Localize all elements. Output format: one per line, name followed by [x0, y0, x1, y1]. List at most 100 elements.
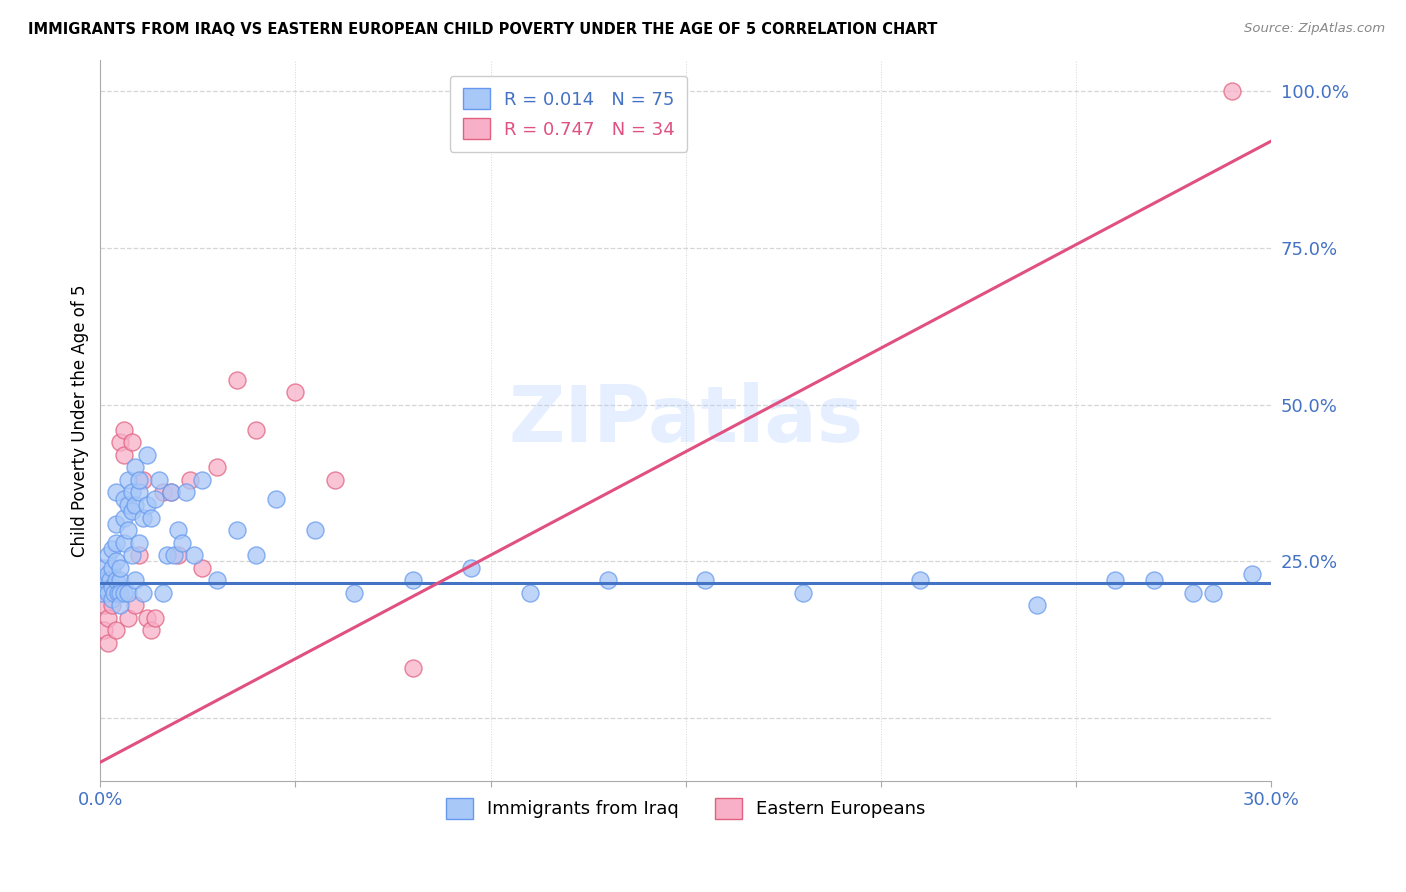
Y-axis label: Child Poverty Under the Age of 5: Child Poverty Under the Age of 5	[72, 284, 89, 557]
Point	[104, 586, 127, 600]
Point	[401, 661, 423, 675]
Point	[104, 624, 127, 638]
Point	[128, 535, 150, 549]
Point	[191, 473, 214, 487]
Point	[112, 586, 135, 600]
Point	[323, 473, 346, 487]
Point	[97, 566, 120, 581]
Point	[343, 586, 366, 600]
Point	[112, 535, 135, 549]
Point	[101, 586, 124, 600]
Point	[117, 523, 139, 537]
Point	[1026, 599, 1049, 613]
Point	[112, 510, 135, 524]
Point	[112, 491, 135, 506]
Point	[101, 560, 124, 574]
Text: ZIPatlas: ZIPatlas	[508, 383, 863, 458]
Point	[108, 586, 131, 600]
Point	[124, 574, 146, 588]
Point	[101, 541, 124, 556]
Point	[179, 473, 201, 487]
Point	[96, 574, 118, 588]
Point	[112, 423, 135, 437]
Point	[226, 372, 249, 386]
Point	[163, 548, 186, 562]
Point	[460, 560, 482, 574]
Point	[108, 574, 131, 588]
Point	[148, 473, 170, 487]
Point	[1201, 586, 1223, 600]
Point	[136, 498, 159, 512]
Point	[93, 599, 115, 613]
Point	[117, 473, 139, 487]
Point	[91, 586, 114, 600]
Point	[167, 523, 190, 537]
Point	[117, 611, 139, 625]
Point	[264, 491, 287, 506]
Point	[596, 574, 619, 588]
Point	[108, 435, 131, 450]
Point	[136, 448, 159, 462]
Point	[117, 586, 139, 600]
Point	[245, 423, 267, 437]
Point	[93, 624, 115, 638]
Point	[167, 548, 190, 562]
Point	[174, 485, 197, 500]
Point	[159, 485, 181, 500]
Point	[152, 586, 174, 600]
Point	[159, 485, 181, 500]
Legend: Immigrants from Iraq, Eastern Europeans: Immigrants from Iraq, Eastern Europeans	[439, 791, 934, 826]
Point	[132, 586, 155, 600]
Point	[108, 599, 131, 613]
Point	[172, 535, 194, 549]
Point	[284, 385, 307, 400]
Point	[128, 548, 150, 562]
Point	[108, 560, 131, 574]
Point	[93, 580, 115, 594]
Point	[104, 516, 127, 531]
Point	[245, 548, 267, 562]
Point	[101, 592, 124, 607]
Point	[401, 574, 423, 588]
Point	[104, 485, 127, 500]
Point	[121, 548, 143, 562]
Point	[226, 523, 249, 537]
Text: IMMIGRANTS FROM IRAQ VS EASTERN EUROPEAN CHILD POVERTY UNDER THE AGE OF 5 CORREL: IMMIGRANTS FROM IRAQ VS EASTERN EUROPEAN…	[28, 22, 938, 37]
Point	[1220, 84, 1243, 98]
Point	[695, 574, 717, 588]
Point	[104, 554, 127, 568]
Point	[156, 548, 179, 562]
Point	[1182, 586, 1205, 600]
Point	[139, 624, 162, 638]
Point	[207, 574, 229, 588]
Point	[136, 611, 159, 625]
Point	[1240, 566, 1263, 581]
Point	[304, 523, 326, 537]
Point	[128, 473, 150, 487]
Point	[183, 548, 205, 562]
Point	[117, 498, 139, 512]
Point	[124, 498, 146, 512]
Point	[124, 599, 146, 613]
Point	[121, 435, 143, 450]
Point	[143, 491, 166, 506]
Point	[97, 548, 120, 562]
Point	[104, 535, 127, 549]
Point	[104, 574, 127, 588]
Point	[101, 580, 124, 594]
Point	[91, 586, 114, 600]
Point	[132, 510, 155, 524]
Point	[207, 460, 229, 475]
Point	[128, 485, 150, 500]
Point	[103, 586, 125, 600]
Point	[97, 586, 120, 600]
Point	[1143, 574, 1166, 588]
Text: Source: ZipAtlas.com: Source: ZipAtlas.com	[1244, 22, 1385, 36]
Point	[143, 611, 166, 625]
Point	[152, 485, 174, 500]
Point	[98, 574, 121, 588]
Point	[124, 460, 146, 475]
Point	[101, 599, 124, 613]
Point	[107, 586, 129, 600]
Point	[112, 448, 135, 462]
